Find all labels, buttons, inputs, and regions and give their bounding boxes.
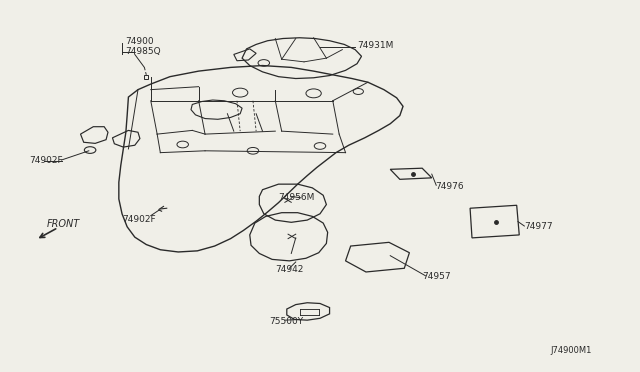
Text: 74985Q: 74985Q — [125, 47, 161, 56]
Text: 74977: 74977 — [524, 222, 553, 231]
Text: J74900M1: J74900M1 — [550, 346, 591, 355]
Text: 74931M: 74931M — [357, 41, 394, 51]
Text: 74902F: 74902F — [29, 156, 63, 165]
Text: 74976: 74976 — [435, 182, 463, 190]
Text: 74957: 74957 — [422, 272, 451, 281]
Text: 74902F: 74902F — [122, 215, 156, 224]
Text: 74900: 74900 — [125, 37, 154, 46]
Text: 74956M: 74956M — [278, 193, 315, 202]
Text: FRONT: FRONT — [47, 219, 80, 229]
Text: 74942: 74942 — [275, 265, 303, 274]
Text: 75500Y: 75500Y — [269, 317, 303, 326]
